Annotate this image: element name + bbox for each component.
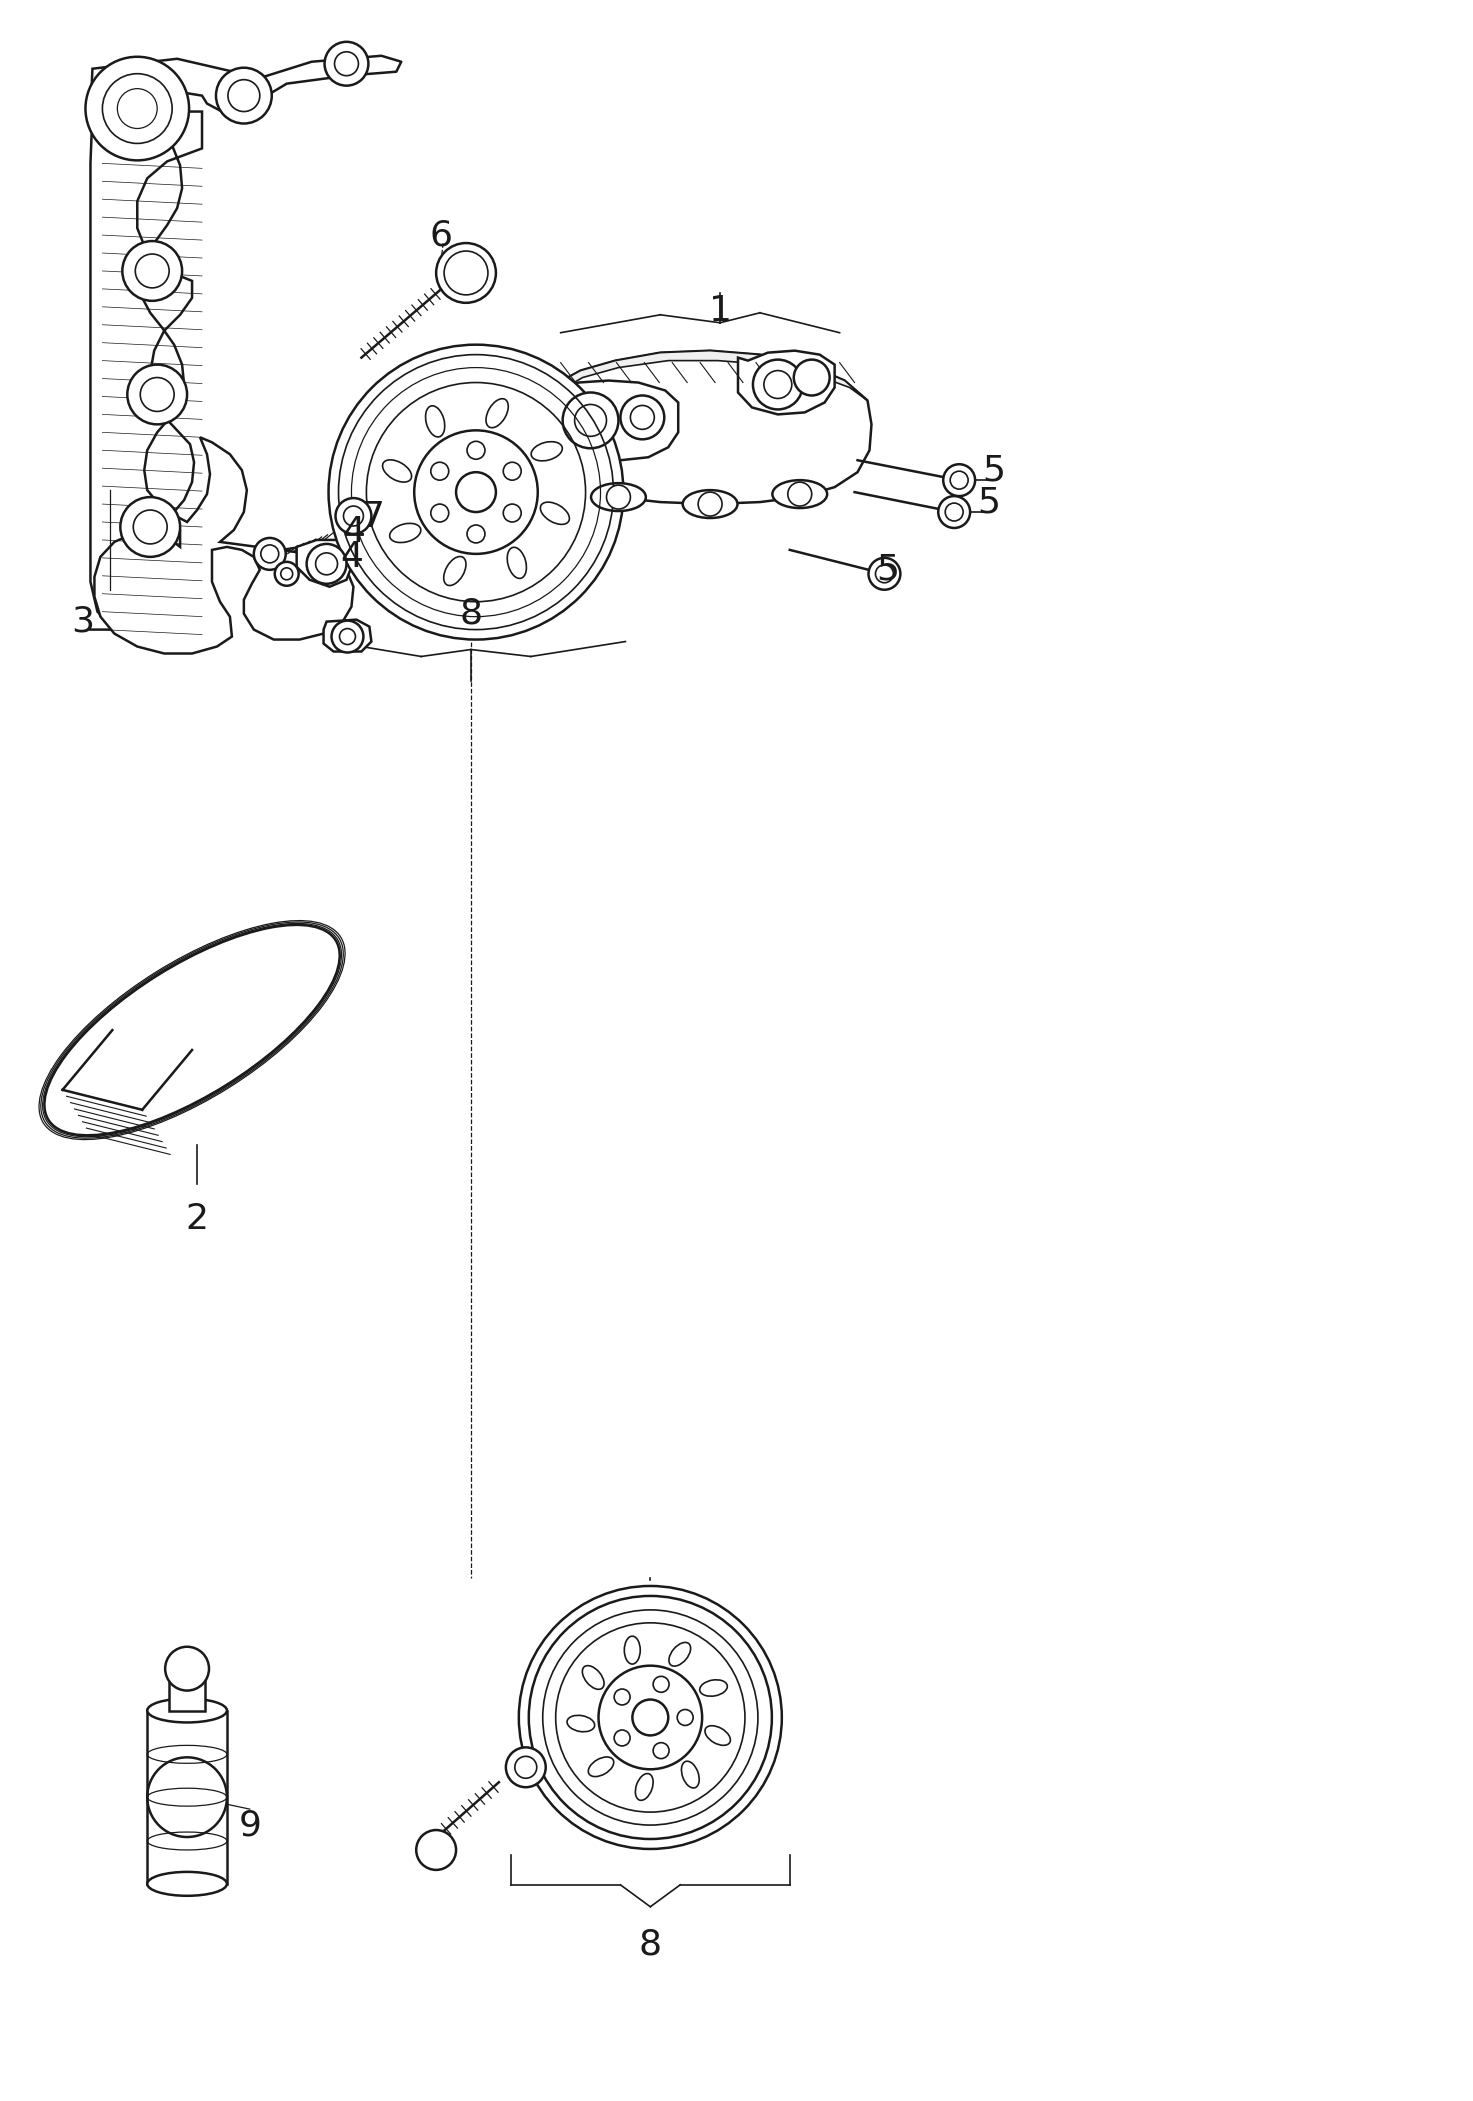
Text: 8: 8 — [639, 1927, 661, 1962]
Circle shape — [147, 1756, 227, 1836]
Circle shape — [324, 42, 368, 86]
Ellipse shape — [625, 1637, 641, 1664]
Circle shape — [788, 481, 812, 506]
Ellipse shape — [567, 1714, 595, 1731]
Circle shape — [217, 67, 271, 124]
Circle shape — [457, 473, 496, 513]
Circle shape — [505, 1748, 545, 1788]
Ellipse shape — [669, 1643, 691, 1666]
Ellipse shape — [426, 405, 445, 437]
Polygon shape — [539, 351, 872, 504]
Circle shape — [653, 1742, 669, 1759]
Ellipse shape — [591, 483, 645, 511]
Circle shape — [504, 462, 521, 481]
Text: 6: 6 — [430, 219, 452, 252]
Circle shape — [614, 1729, 630, 1746]
Text: 4: 4 — [340, 540, 362, 574]
Circle shape — [165, 1647, 209, 1691]
Circle shape — [620, 395, 664, 439]
Polygon shape — [169, 1679, 205, 1710]
Circle shape — [85, 57, 189, 160]
Circle shape — [328, 345, 623, 639]
Circle shape — [306, 544, 346, 584]
Ellipse shape — [383, 460, 411, 481]
Circle shape — [430, 462, 449, 481]
Text: 9: 9 — [239, 1809, 261, 1843]
Polygon shape — [738, 351, 835, 414]
Circle shape — [563, 393, 619, 448]
Circle shape — [336, 498, 371, 534]
Circle shape — [504, 504, 521, 521]
Circle shape — [678, 1710, 694, 1725]
Polygon shape — [90, 111, 354, 653]
Text: 8: 8 — [460, 597, 483, 630]
Ellipse shape — [706, 1725, 731, 1746]
Circle shape — [869, 559, 900, 590]
Ellipse shape — [390, 523, 421, 542]
Circle shape — [753, 359, 803, 410]
Ellipse shape — [169, 1670, 205, 1687]
Circle shape — [467, 525, 485, 542]
Text: 5: 5 — [982, 454, 1006, 487]
Circle shape — [794, 359, 829, 395]
Circle shape — [121, 498, 180, 557]
Ellipse shape — [532, 441, 563, 460]
Circle shape — [127, 366, 187, 424]
Ellipse shape — [772, 481, 828, 508]
Ellipse shape — [507, 546, 526, 578]
Ellipse shape — [147, 1872, 227, 1895]
Ellipse shape — [635, 1773, 653, 1801]
Ellipse shape — [700, 1681, 728, 1696]
Circle shape — [614, 1689, 630, 1704]
Ellipse shape — [147, 1698, 227, 1723]
Polygon shape — [545, 351, 868, 401]
Polygon shape — [545, 380, 678, 460]
Polygon shape — [296, 540, 354, 586]
Circle shape — [417, 1830, 457, 1870]
Ellipse shape — [443, 557, 465, 586]
Circle shape — [943, 464, 975, 496]
Circle shape — [275, 561, 299, 586]
Circle shape — [653, 1677, 669, 1691]
Text: 5: 5 — [876, 553, 899, 586]
Text: 5: 5 — [978, 485, 1000, 519]
Circle shape — [518, 1586, 782, 1849]
Circle shape — [122, 242, 183, 300]
Polygon shape — [324, 620, 371, 651]
Text: 2: 2 — [186, 1202, 209, 1235]
Circle shape — [632, 1700, 669, 1735]
Ellipse shape — [541, 502, 570, 525]
Text: 7: 7 — [362, 500, 384, 534]
Ellipse shape — [682, 1761, 700, 1788]
Text: 3: 3 — [71, 605, 94, 639]
Circle shape — [436, 244, 496, 303]
Circle shape — [598, 1666, 703, 1769]
Polygon shape — [90, 59, 262, 113]
Circle shape — [430, 504, 449, 521]
Circle shape — [698, 492, 722, 517]
Circle shape — [607, 485, 630, 508]
Ellipse shape — [588, 1756, 614, 1777]
Ellipse shape — [682, 490, 738, 519]
Circle shape — [331, 620, 364, 653]
Circle shape — [414, 431, 538, 555]
Circle shape — [467, 441, 485, 460]
Ellipse shape — [582, 1666, 604, 1689]
Polygon shape — [541, 424, 619, 502]
Circle shape — [253, 538, 286, 569]
Text: 4: 4 — [342, 515, 365, 548]
Circle shape — [938, 496, 971, 527]
Text: 1: 1 — [709, 294, 732, 328]
Ellipse shape — [486, 399, 508, 429]
